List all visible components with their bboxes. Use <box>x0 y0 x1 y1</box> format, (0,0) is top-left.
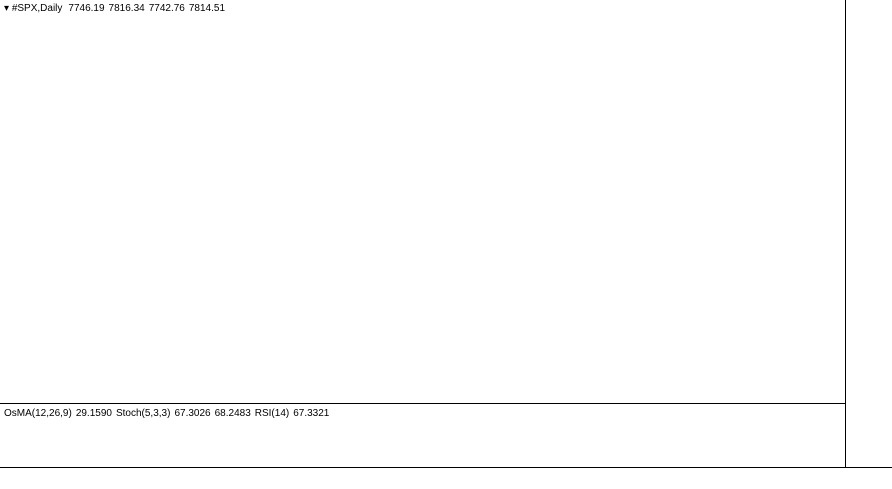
stoch-value: 67.3026 <box>174 408 211 419</box>
chart-header: ▾ #SPX,Daily 7746.19 7816.34 7742.76 7814.51 <box>4 3 225 14</box>
close-value: 7814.51 <box>189 3 226 14</box>
osma-name: OsMA(12,26,9) <box>4 408 72 419</box>
open-value: 7746.19 <box>68 3 105 14</box>
stoch-name: Stoch(5,3,3) <box>116 408 170 419</box>
stoch-signal-value: 68.2483 <box>215 408 252 419</box>
symbol: #SPX,Daily <box>12 3 63 14</box>
low-value: 7742.76 <box>149 3 186 14</box>
high-value: 7816.34 <box>109 3 146 14</box>
header-arrow: ▾ <box>4 3 12 14</box>
osma-value: 29.1590 <box>76 408 113 419</box>
rsi-name: RSI(14) <box>255 408 289 419</box>
indicator-header: OsMA(12,26,9) 29.1590 Stoch(5,3,3) 67.3026 6… <box>4 408 330 419</box>
rsi-value: 67.3321 <box>293 408 330 419</box>
